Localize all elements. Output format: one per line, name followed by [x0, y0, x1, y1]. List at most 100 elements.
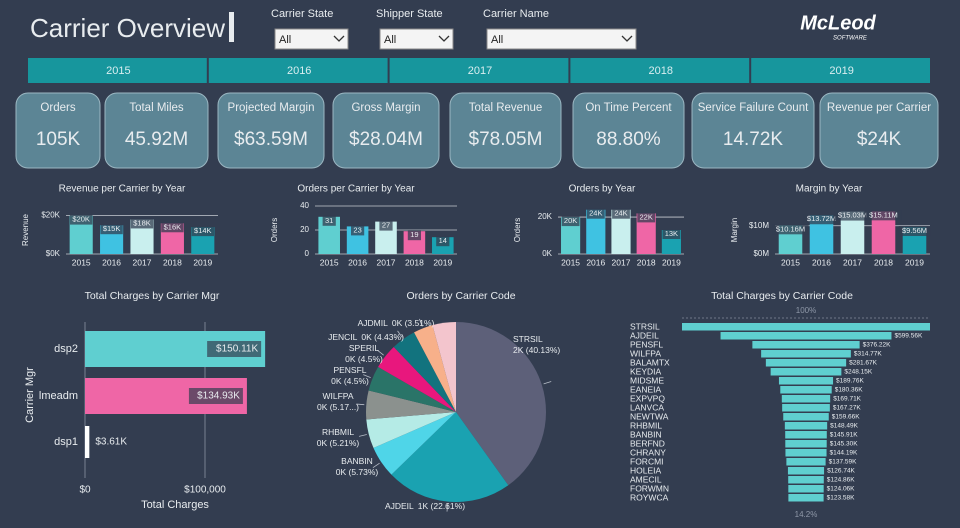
slice-name: AJDMIL [358, 318, 389, 328]
data-label: $148.49K [830, 423, 858, 430]
year-button[interactable]: 2018 [570, 58, 750, 83]
y-axis-title: Orders [513, 218, 522, 242]
x-tick-label: 2018 [637, 257, 656, 267]
dropdown-box[interactable] [274, 28, 349, 50]
y-tick-label: 40 [300, 201, 309, 210]
year-button-bg[interactable] [28, 58, 207, 83]
year-button[interactable]: 2016 [208, 58, 388, 83]
dropdown-box[interactable] [379, 28, 454, 50]
leader-line [372, 462, 380, 468]
y-axis-title: Carrier Mgr [24, 367, 36, 423]
dropdown-chevron[interactable] [333, 35, 345, 42]
bar [85, 426, 90, 458]
year-button-bg[interactable] [751, 58, 930, 83]
category-label: BANBIN [630, 429, 662, 439]
dropdown-value[interactable]: All [279, 34, 291, 46]
data-label-bg [207, 341, 262, 357]
kpi-label: On Time Percent [585, 102, 672, 114]
funnel-bar [720, 332, 892, 340]
year-button[interactable]: 2017 [389, 58, 569, 83]
year-button-bg[interactable] [389, 58, 569, 83]
x-tick-label: 2018 [163, 257, 182, 267]
data-label: $134.93K [197, 391, 240, 402]
x-tick-label: 2019 [193, 257, 212, 267]
category-label: WILFPA [630, 348, 661, 358]
x-tick-label: 2019 [662, 257, 681, 267]
year-button-bg[interactable] [208, 58, 388, 83]
bar [586, 209, 606, 254]
bar [69, 215, 93, 254]
data-label: $124.06K [827, 486, 855, 493]
slice-label: STRSIL 2K (40.13%) [513, 334, 560, 355]
leader-line [419, 318, 423, 327]
chart-title: Total Charges by Carrier Code [711, 290, 853, 302]
data-label-bg [803, 214, 840, 225]
data-label: $169.71K [833, 396, 861, 403]
data-label: $10.16M [776, 224, 805, 233]
year-button-label[interactable]: 2016 [287, 65, 311, 77]
kpi-label: Service Failure Count [698, 102, 809, 114]
dropdown-chevron[interactable] [621, 35, 633, 42]
category-label: EXPVPQ [630, 393, 665, 403]
dropdown-value[interactable]: All [491, 34, 503, 46]
dropdown-value[interactable]: All [384, 34, 396, 46]
data-label-bg [161, 222, 184, 233]
year-button-label[interactable]: 2019 [829, 65, 853, 77]
data-label: 14 [439, 236, 447, 245]
kpi-label: Total Miles [129, 102, 184, 114]
filter-dropdown[interactable]: All [486, 28, 637, 50]
x-tick-label: 2016 [348, 257, 367, 267]
year-button-label[interactable]: 2018 [649, 65, 673, 77]
data-label-bg [130, 218, 154, 229]
data-label: $15K [103, 224, 121, 233]
kpi-value: 14.72K [723, 129, 784, 150]
data-label: $15.03M [838, 211, 867, 220]
year-button-label[interactable]: 2015 [106, 65, 130, 77]
funnel-bar [765, 359, 847, 367]
filter-dropdown[interactable]: All [379, 28, 454, 50]
data-label-bg [191, 226, 214, 237]
x-tick-label: $0 [79, 485, 91, 496]
slice-value: 0K (3.51%) [392, 318, 435, 328]
y-tick-label: dsp2 [54, 343, 78, 355]
dropdown-box[interactable] [486, 28, 637, 50]
slice-value: 0K (5.21%) [317, 438, 360, 448]
x-tick-label: 2018 [405, 257, 424, 267]
slice-name: RHBMIL [322, 427, 354, 437]
data-label-bg [662, 229, 681, 239]
slice-name: JENCIL [328, 332, 358, 342]
slice-label: JENCIL 0K (4.43%) [328, 332, 404, 342]
x-tick-label: 2019 [905, 257, 924, 267]
y-tick-label: lmeadm [39, 390, 78, 402]
y-tick-label: 0K [542, 249, 552, 258]
x-tick-label: 2017 [377, 257, 396, 267]
funnel-bar [788, 485, 824, 493]
dropdown-chevron[interactable] [438, 35, 450, 42]
year-button[interactable]: 2019 [751, 58, 930, 83]
year-button-bg[interactable] [570, 58, 750, 83]
leader-line [397, 330, 403, 338]
data-label-bg [898, 226, 931, 237]
bar [636, 213, 656, 254]
x-tick-label: 2015 [561, 257, 580, 267]
data-label-bg [865, 210, 902, 221]
pie-slice [373, 412, 456, 475]
title-divider [229, 12, 234, 42]
y-tick-label: $0K [46, 249, 61, 258]
year-button-label[interactable]: 2017 [468, 65, 492, 77]
data-label-bg [772, 224, 809, 235]
year-button[interactable]: 2015 [28, 58, 207, 83]
slice-value: 0K (4.43%) [361, 332, 404, 342]
category-label: NEWTWA [630, 411, 669, 421]
data-label-bg [586, 208, 605, 219]
filter-dropdown[interactable]: All [274, 28, 349, 50]
y-tick-label: 0 [305, 249, 310, 258]
data-label: 20K [564, 216, 577, 225]
funnel-bar [785, 449, 827, 457]
slice-label: PENSFL 0K (4.5%) [331, 365, 369, 386]
funnel-bar [781, 395, 831, 403]
x-tick-label: 2017 [133, 257, 152, 267]
data-label-bg [561, 216, 580, 227]
x-tick-label: 2017 [843, 257, 862, 267]
slice-name: WILFPA [322, 391, 353, 401]
